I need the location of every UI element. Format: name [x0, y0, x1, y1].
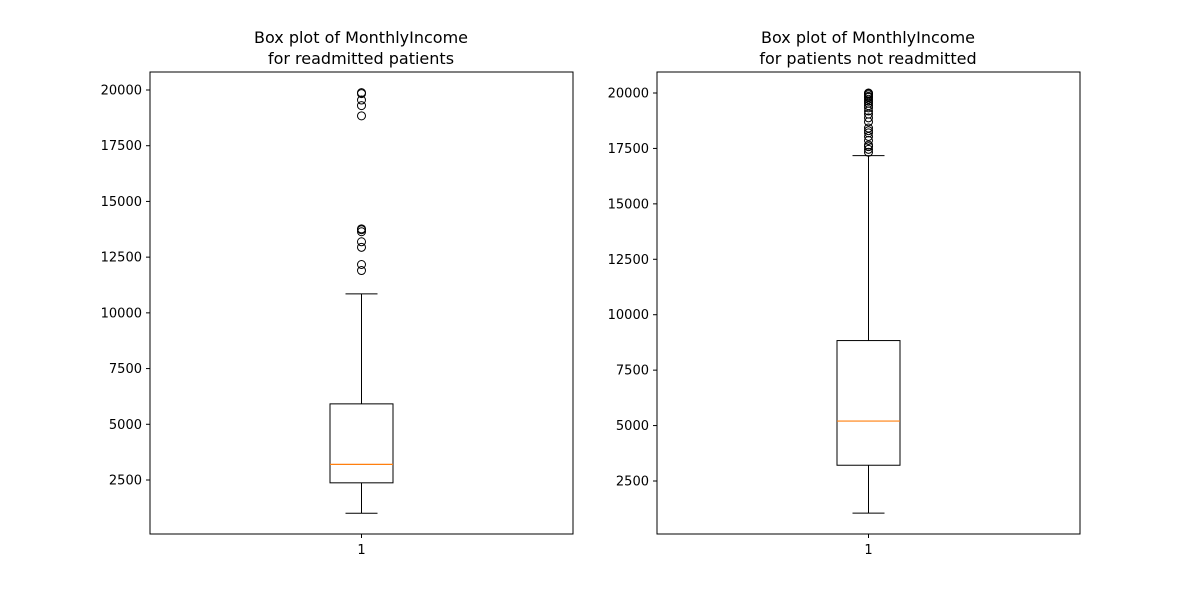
outlier-point — [358, 260, 366, 268]
chart-title-line-1: Box plot of MonthlyIncome — [761, 28, 975, 47]
y-tick-label: 7500 — [616, 364, 649, 379]
y-tick-label: 5000 — [616, 419, 649, 434]
chart-title-line-1: Box plot of MonthlyIncome — [254, 28, 468, 47]
right-box-plot-panel: Box plot of MonthlyIncome for patients n… — [608, 28, 1080, 558]
outlier-point — [358, 112, 366, 120]
y-tick-label: 17500 — [608, 142, 649, 157]
interquartile-box — [837, 341, 900, 466]
x-tick-label: 1 — [357, 543, 365, 558]
interquartile-box — [330, 404, 393, 483]
y-tick-label: 7500 — [109, 362, 142, 377]
y-tick-label: 2500 — [109, 474, 142, 489]
left-box-plot-panel: Box plot of MonthlyIncome for readmitted… — [101, 28, 573, 558]
y-tick-label: 20000 — [101, 84, 142, 99]
y-tick-label: 17500 — [101, 139, 142, 154]
chart-title-line-2: for patients not readmitted — [759, 49, 976, 68]
left-marks-group: 2500 5000 7500 10000 12500 15000 17500 20000 1 — [101, 84, 393, 559]
y-tick-label: 15000 — [608, 197, 649, 212]
y-tick-label: 20000 — [608, 87, 649, 102]
x-tick-label: 1 — [864, 543, 872, 558]
y-tick-label: 10000 — [101, 306, 142, 321]
right-marks-group: 2500 5000 7500 10000 12500 15000 17500 20000 1 — [608, 87, 900, 559]
chart-title-line-2: for readmitted patients — [268, 49, 454, 68]
y-tick-label: 2500 — [616, 475, 649, 490]
y-tick-label: 12500 — [608, 253, 649, 268]
y-tick-label: 12500 — [101, 251, 142, 266]
outlier-point — [358, 238, 366, 246]
y-tick-label: 10000 — [608, 308, 649, 323]
y-tick-label: 5000 — [109, 418, 142, 433]
y-tick-label: 15000 — [101, 195, 142, 210]
